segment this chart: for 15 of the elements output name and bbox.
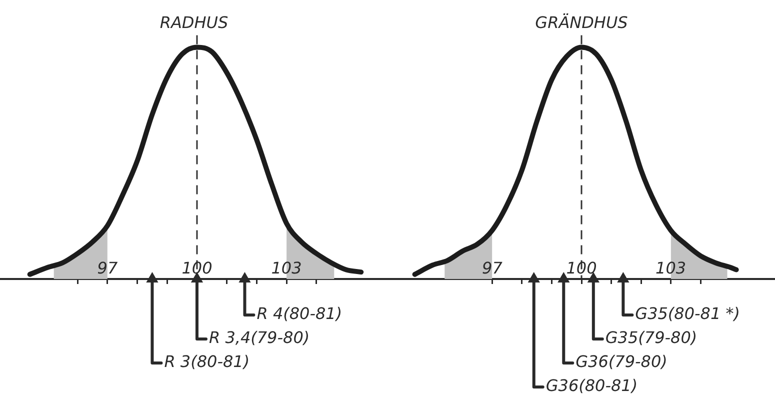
x-tick-label: 97	[482, 258, 504, 278]
text: R 3(80-81)	[164, 352, 250, 372]
text: G36(80-81)	[546, 376, 638, 396]
text: G35(79-80)	[605, 328, 698, 348]
text: R 3,4(79-80)	[208, 328, 310, 348]
x-tick-label: 103	[271, 258, 302, 278]
x-tick-label: 100	[566, 258, 597, 278]
x-tick-label: 103	[656, 258, 686, 278]
text: G36(79-80)	[576, 352, 668, 372]
chart-title: GRÄNDHUS	[535, 12, 628, 32]
chart-title: RADHUS	[160, 12, 228, 32]
x-tick-label: 100	[182, 258, 212, 278]
x-tick-label: 97	[97, 258, 118, 278]
series-label: G35(80-81 *)	[635, 304, 740, 324]
series-label: R 4(80-81)	[256, 304, 342, 324]
